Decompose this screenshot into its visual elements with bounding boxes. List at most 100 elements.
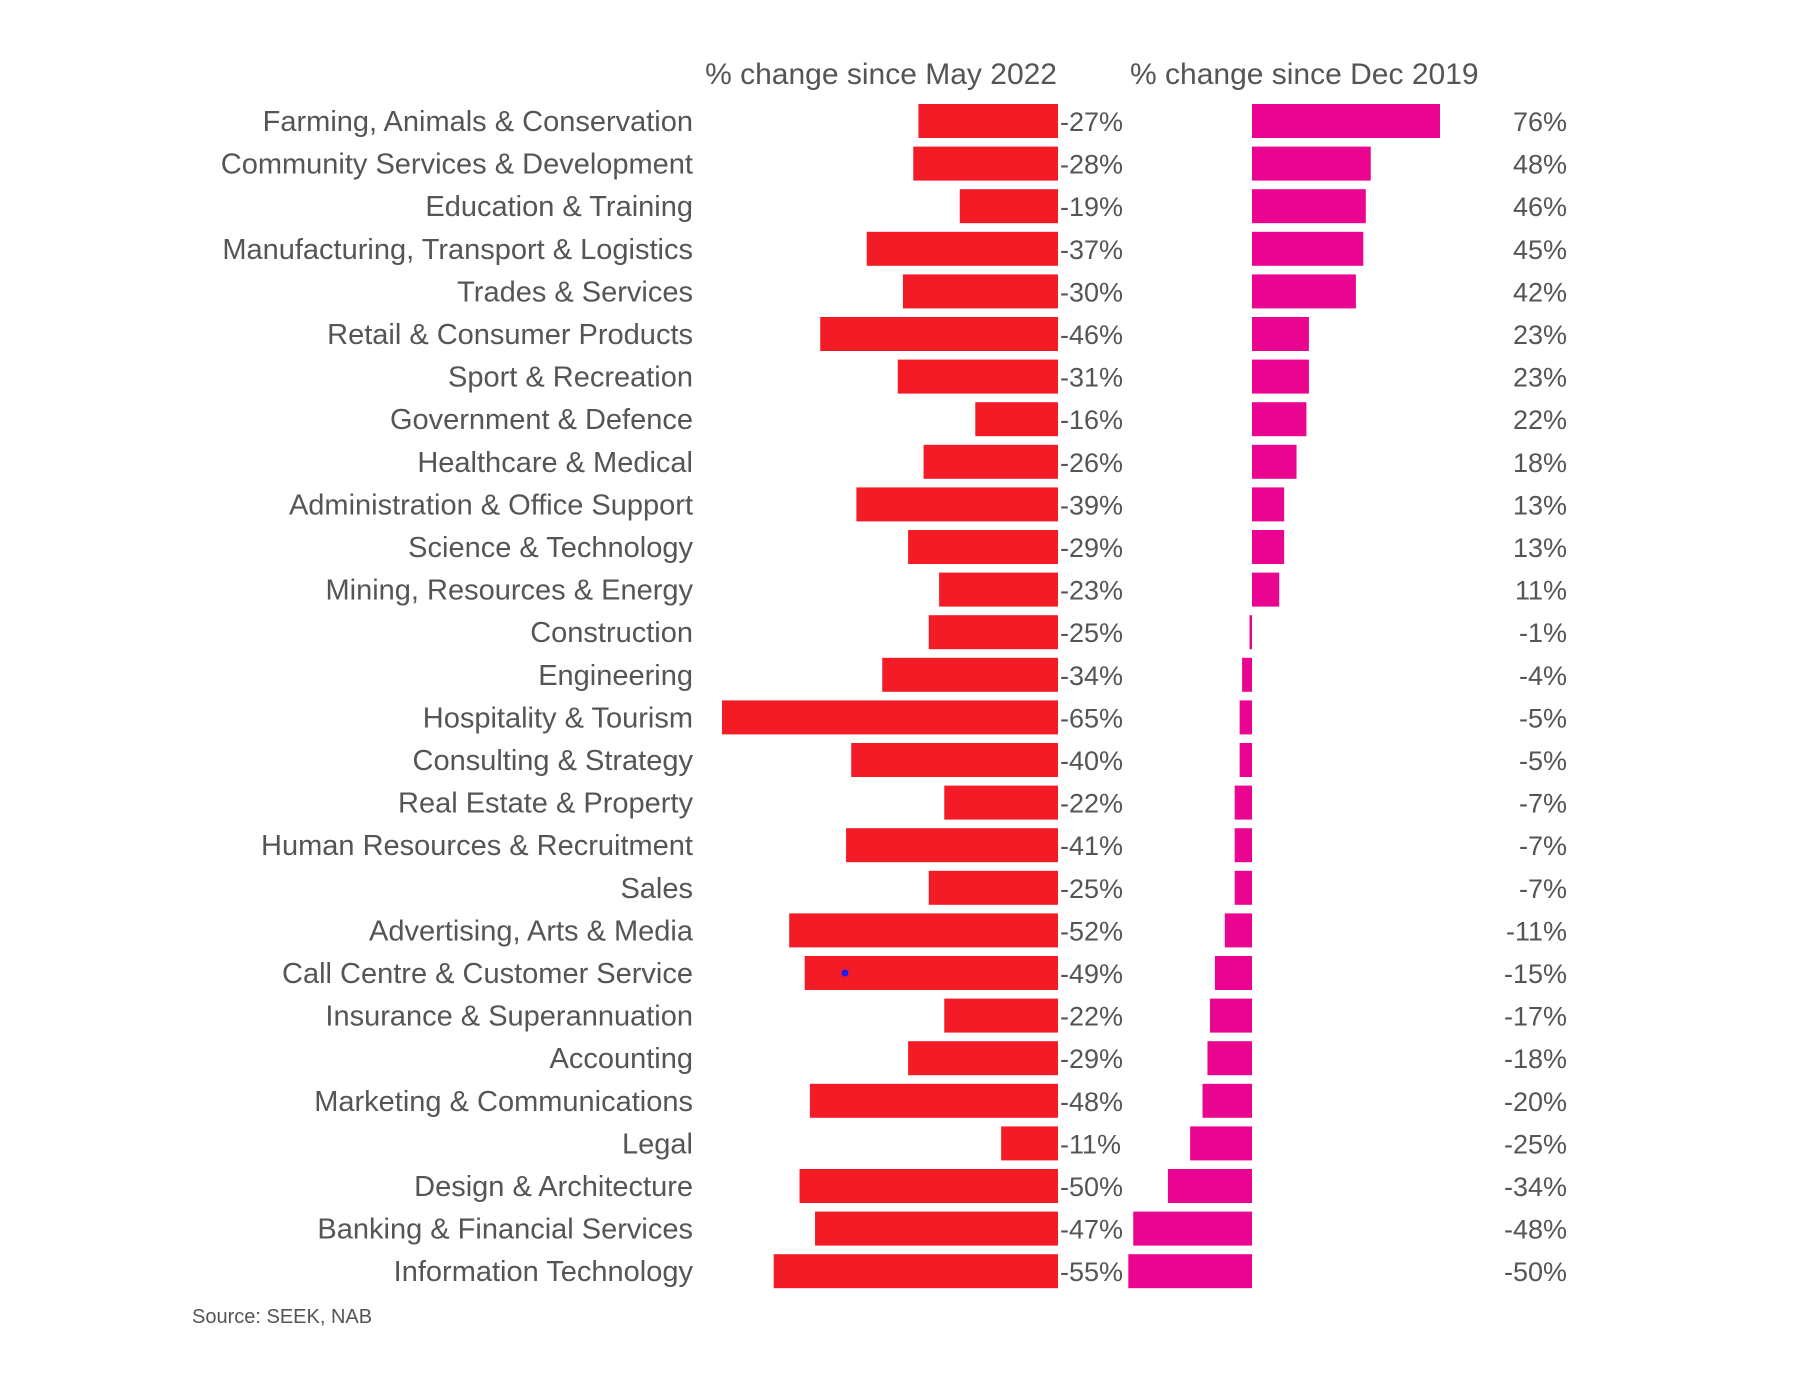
may-2022-bar bbox=[928, 870, 1058, 905]
may-2022-bar bbox=[809, 1083, 1058, 1118]
may-2022-value-label: -30% bbox=[1060, 277, 1123, 307]
may-2022-value-label: -29% bbox=[1060, 1044, 1123, 1074]
may-2022-bar bbox=[975, 402, 1058, 437]
category-label: Banking & Financial Services bbox=[317, 1214, 693, 1246]
may-2022-value-label: -29% bbox=[1060, 533, 1123, 563]
category-label: Sales bbox=[620, 873, 693, 905]
chart-rows: Farming, Animals & Conservation -27% 76% Co… bbox=[221, 104, 1567, 1289]
may-2022-value-label: -48% bbox=[1060, 1087, 1123, 1117]
category-label: Real Estate & Property bbox=[398, 788, 693, 820]
category-label: Government & Defence bbox=[390, 404, 693, 436]
dec-2019-value-label: 76% bbox=[1513, 107, 1567, 137]
category-label: Advertising, Arts & Media bbox=[369, 915, 694, 947]
category-label: Construction bbox=[530, 617, 693, 649]
dec-2019-value-label: 46% bbox=[1513, 192, 1567, 222]
may-2022-value-label: -26% bbox=[1060, 448, 1123, 478]
category-label: Administration & Office Support bbox=[289, 489, 693, 521]
may-2022-value-label: -49% bbox=[1060, 959, 1123, 989]
may-2022-bar bbox=[856, 487, 1058, 522]
dec-2019-bar bbox=[1252, 274, 1356, 309]
dec-2019-bar bbox=[1234, 828, 1252, 863]
dec-2019-value-label: 13% bbox=[1513, 533, 1567, 563]
dec-2019-value-label: -7% bbox=[1519, 874, 1567, 904]
dec-2019-value-label: -7% bbox=[1519, 789, 1567, 819]
category-label: Trades & Services bbox=[457, 276, 693, 308]
dec-2019-bar bbox=[1249, 615, 1252, 650]
may-2022-header: % change since May 2022 bbox=[705, 58, 1057, 91]
dec-2019-value-label: -34% bbox=[1504, 1172, 1567, 1202]
may-2022-value-label: -46% bbox=[1060, 320, 1123, 350]
dec-2019-bar bbox=[1202, 1083, 1252, 1118]
may-2022-bar bbox=[846, 828, 1058, 863]
may-2022-bar bbox=[908, 1041, 1058, 1076]
category-label: Design & Architecture bbox=[414, 1171, 693, 1203]
may-2022-value-label: -47% bbox=[1060, 1215, 1123, 1245]
may-2022-value-label: -50% bbox=[1060, 1172, 1123, 1202]
category-label: Mining, Resources & Energy bbox=[326, 575, 694, 607]
may-2022-value-label: -34% bbox=[1060, 661, 1123, 691]
dec-2019-bar bbox=[1234, 785, 1252, 820]
may-2022-bar bbox=[851, 743, 1058, 777]
dec-2019-bar bbox=[1239, 700, 1252, 735]
may-2022-bar bbox=[789, 913, 1058, 948]
may-2022-value-label: -40% bbox=[1060, 746, 1123, 776]
may-2022-bar bbox=[799, 1169, 1058, 1203]
may-2022-bar bbox=[918, 104, 1058, 138]
marker-dot bbox=[841, 969, 849, 977]
dec-2019-value-label: -50% bbox=[1504, 1257, 1567, 1287]
dec-2019-value-label: -25% bbox=[1504, 1129, 1567, 1159]
category-label: Legal bbox=[622, 1128, 693, 1160]
dec-2019-bar bbox=[1252, 104, 1440, 138]
dec-2019-value-label: -5% bbox=[1519, 703, 1567, 733]
category-label: Sport & Recreation bbox=[448, 362, 693, 394]
may-2022-bar bbox=[1001, 1126, 1058, 1161]
dec-2019-bar bbox=[1242, 657, 1252, 692]
category-label: Education & Training bbox=[425, 191, 693, 223]
dec-2019-value-label: -17% bbox=[1504, 1002, 1567, 1032]
may-2022-bar bbox=[928, 615, 1058, 650]
may-2022-value-label: -16% bbox=[1060, 405, 1123, 435]
category-label: Hospitality & Tourism bbox=[423, 702, 693, 734]
dec-2019-value-label: -48% bbox=[1504, 1215, 1567, 1245]
dec-2019-bar bbox=[1252, 231, 1364, 266]
dec-2019-bar bbox=[1133, 1211, 1252, 1246]
dec-2019-value-label: 22% bbox=[1513, 405, 1567, 435]
category-label: Retail & Consumer Products bbox=[327, 319, 693, 351]
dec-2019-value-label: -5% bbox=[1519, 746, 1567, 776]
dec-2019-bar bbox=[1252, 572, 1280, 607]
category-label: Call Centre & Customer Service bbox=[282, 958, 693, 990]
may-2022-bar bbox=[882, 657, 1058, 692]
dec-2019-value-label: -7% bbox=[1519, 831, 1567, 861]
may-2022-bar bbox=[908, 530, 1058, 564]
dec-2019-bar bbox=[1239, 743, 1252, 777]
category-label: Marketing & Communications bbox=[314, 1086, 693, 1118]
may-2022-value-label: -52% bbox=[1060, 916, 1123, 946]
dec-2019-value-label: -15% bbox=[1504, 959, 1567, 989]
may-2022-value-label: -23% bbox=[1060, 576, 1123, 606]
dec-2019-bar bbox=[1128, 1254, 1252, 1289]
may-2022-value-label: -28% bbox=[1060, 150, 1123, 180]
may-2022-bar bbox=[897, 359, 1058, 394]
dec-2019-bar bbox=[1224, 913, 1252, 948]
may-2022-bar bbox=[722, 700, 1058, 735]
may-2022-bar bbox=[923, 444, 1058, 479]
may-2022-bar bbox=[820, 317, 1058, 351]
may-2022-bar bbox=[939, 572, 1058, 607]
category-label: Manufacturing, Transport & Logistics bbox=[222, 234, 693, 266]
may-2022-value-label: -11% bbox=[1060, 1129, 1121, 1159]
dec-2019-bar bbox=[1167, 1169, 1252, 1203]
dec-2019-bar bbox=[1234, 870, 1252, 905]
may-2022-value-label: -19% bbox=[1060, 192, 1123, 222]
dec-2019-value-label: 13% bbox=[1513, 490, 1567, 520]
may-2022-bar bbox=[944, 785, 1058, 820]
may-2022-value-label: -25% bbox=[1060, 618, 1123, 648]
may-2022-value-label: -25% bbox=[1060, 874, 1123, 904]
dec-2019-value-label: -11% bbox=[1506, 916, 1567, 946]
category-label: Insurance & Superannuation bbox=[325, 1001, 693, 1033]
dec-2019-bar bbox=[1252, 317, 1309, 351]
may-2022-value-label: -65% bbox=[1060, 703, 1123, 733]
may-2022-bar bbox=[815, 1211, 1058, 1246]
dec-2019-value-label: 45% bbox=[1513, 235, 1567, 265]
dec-2019-bar bbox=[1190, 1126, 1252, 1161]
may-2022-value-label: -37% bbox=[1060, 235, 1123, 265]
